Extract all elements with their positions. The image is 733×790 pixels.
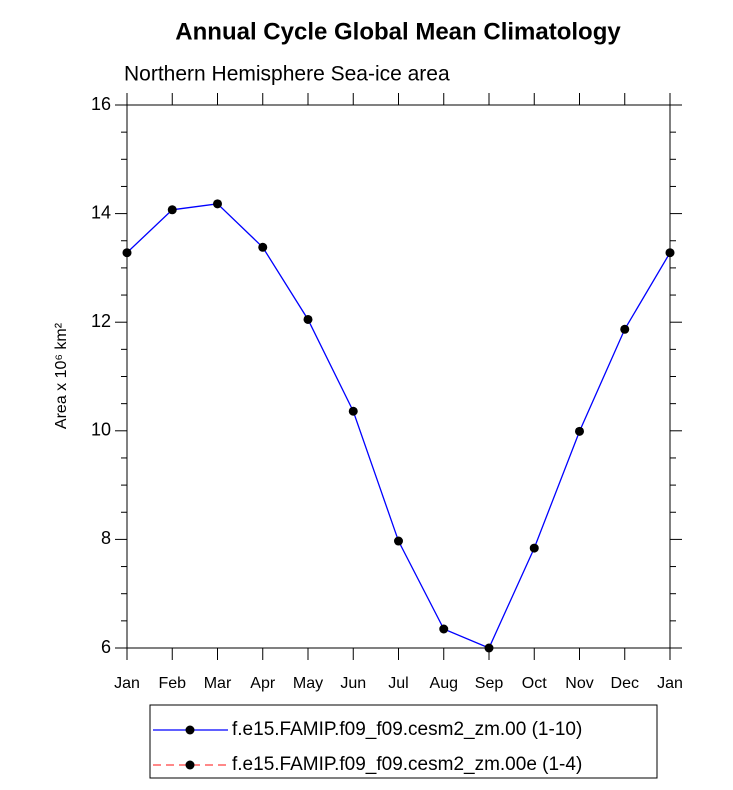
y-axis-label: Area x 10⁶ km² [53, 322, 70, 429]
x-tick-label: Aug [430, 675, 458, 692]
series-line [126, 203, 671, 649]
x-tick-label: Mar [204, 675, 232, 692]
data-point [303, 314, 313, 324]
plot-frame [126, 104, 671, 649]
y-tick-label: 14 [91, 202, 111, 222]
y-tick-label: 6 [101, 637, 111, 657]
data-point [620, 324, 630, 334]
x-tick-label: Apr [250, 675, 276, 692]
data-point [213, 199, 222, 209]
x-tick-label: Oct [522, 675, 547, 692]
data-point [122, 248, 132, 258]
x-tick-label: Jan [114, 675, 140, 692]
data-point [484, 643, 494, 653]
legend-label: f.e15.FAMIP.f09_f09.cesm2_zm.00 (1-10) [232, 719, 582, 740]
y-tick-label: 10 [91, 420, 111, 440]
data-point [258, 242, 268, 252]
data-point [439, 624, 449, 634]
legend-marker [185, 725, 195, 735]
x-tick-label: Nov [565, 675, 593, 692]
data-point [394, 536, 403, 546]
data-point [348, 406, 358, 416]
y-tick-label: 16 [91, 94, 111, 114]
x-tick-label: Dec [611, 675, 639, 692]
data-point [665, 248, 675, 258]
legend-marker [185, 760, 195, 770]
x-tick-label: Feb [158, 675, 186, 692]
chart-subtitle: Northern Hemisphere Sea-ice area [124, 63, 450, 86]
legend-box [149, 704, 658, 779]
x-tick-label: Sep [475, 675, 504, 692]
data-point [575, 426, 584, 436]
data-point [167, 205, 177, 215]
x-tick-label: Jul [388, 675, 408, 692]
y-tick-label: 12 [91, 311, 111, 331]
x-tick-label: Jun [340, 675, 366, 692]
x-tick-label: May [293, 675, 323, 692]
y-tick-label: 8 [101, 528, 111, 548]
x-tick-label: Jan [657, 675, 683, 692]
chart-title: Annual Cycle Global Mean Climatology [175, 18, 621, 45]
data-point [529, 543, 539, 553]
legend-label: f.e15.FAMIP.f09_f09.cesm2_zm.00e (1-4) [232, 754, 582, 775]
